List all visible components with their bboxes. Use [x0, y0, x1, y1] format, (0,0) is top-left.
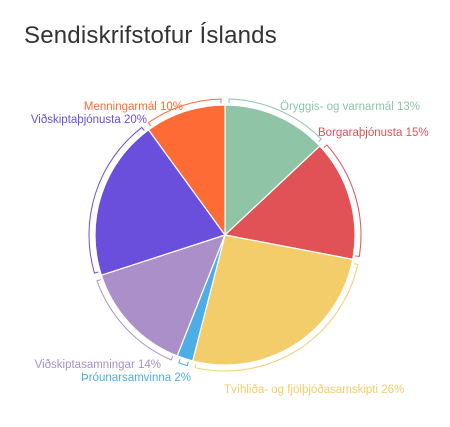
slice-2[interactable] — [223, 145, 356, 261]
slice-7[interactable] — [147, 104, 226, 237]
chart-title: Sendiskrifstofur Íslands — [24, 22, 277, 49]
slice-7-label: Menningarmál 10% — [84, 101, 183, 113]
slice-5-leader — [96, 279, 174, 361]
slice-4-label: Þróunarsamvinna 2% — [81, 372, 191, 384]
slice-6[interactable] — [94, 128, 226, 276]
slice-1-label: Öryggis- og varnarmál 13% — [280, 101, 420, 113]
slice-2-leader — [323, 144, 362, 258]
slice-3-label: Tvíhliða- og fjölþjóðasamskipti 26% — [224, 384, 404, 396]
slice-1-leader — [228, 98, 323, 143]
slice-3-leader — [194, 263, 359, 372]
slice-3[interactable] — [191, 234, 354, 366]
slice-5-label: Viðskiptasamningar 14% — [35, 359, 161, 371]
slice-4-leader — [178, 358, 189, 367]
slice-6-label: Viðskiptaþjónusta 20% — [31, 114, 147, 126]
slice-7-leader — [147, 98, 222, 127]
slice-6-leader — [88, 126, 145, 274]
slice-2-label: Borgaraþjónusta 15% — [318, 127, 429, 139]
slice-1[interactable] — [224, 104, 321, 237]
